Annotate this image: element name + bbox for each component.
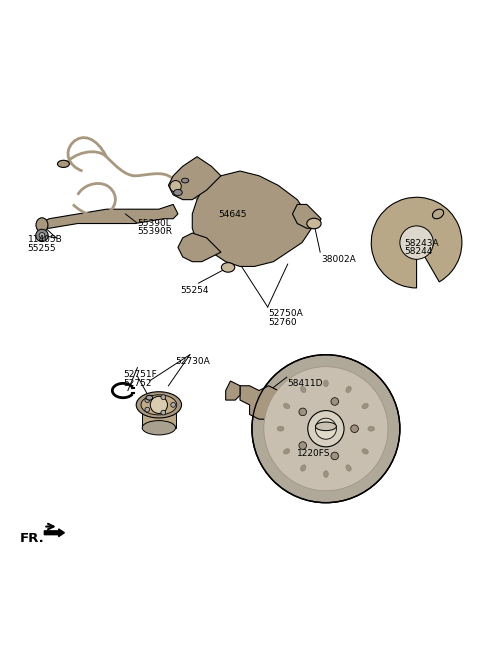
Ellipse shape xyxy=(277,426,284,431)
Text: 58411D: 58411D xyxy=(288,378,323,388)
Text: 11405B: 11405B xyxy=(28,235,62,244)
Ellipse shape xyxy=(36,217,48,232)
Circle shape xyxy=(400,226,433,260)
Ellipse shape xyxy=(346,386,351,393)
Ellipse shape xyxy=(324,380,328,387)
Text: 1220FS: 1220FS xyxy=(297,449,331,458)
Text: 55255: 55255 xyxy=(28,244,56,253)
Text: 52750A: 52750A xyxy=(269,309,303,319)
Text: 52760: 52760 xyxy=(269,318,297,327)
Polygon shape xyxy=(142,407,176,428)
Wedge shape xyxy=(371,197,462,288)
Circle shape xyxy=(308,411,344,447)
Ellipse shape xyxy=(362,403,368,409)
Circle shape xyxy=(331,397,338,405)
Circle shape xyxy=(299,442,307,449)
Ellipse shape xyxy=(221,263,235,272)
FancyArrow shape xyxy=(44,529,64,537)
Ellipse shape xyxy=(284,403,290,409)
Text: 52730A: 52730A xyxy=(176,357,210,366)
Text: 58243A: 58243A xyxy=(405,238,439,248)
Circle shape xyxy=(145,397,150,403)
Ellipse shape xyxy=(136,392,181,418)
Polygon shape xyxy=(292,204,321,228)
Ellipse shape xyxy=(141,395,177,415)
Ellipse shape xyxy=(346,465,351,471)
Text: 54645: 54645 xyxy=(218,210,247,219)
Ellipse shape xyxy=(307,218,321,229)
Text: 52752: 52752 xyxy=(123,378,152,388)
Circle shape xyxy=(161,410,166,415)
Ellipse shape xyxy=(146,396,153,400)
Circle shape xyxy=(36,229,48,242)
Ellipse shape xyxy=(284,449,290,454)
Circle shape xyxy=(161,395,166,399)
Circle shape xyxy=(252,355,400,503)
Text: 55390L: 55390L xyxy=(137,219,171,228)
Circle shape xyxy=(264,367,388,491)
Circle shape xyxy=(299,408,307,416)
Text: 55254: 55254 xyxy=(180,286,209,294)
Ellipse shape xyxy=(181,178,189,183)
Ellipse shape xyxy=(300,386,306,393)
Polygon shape xyxy=(168,157,221,200)
Text: FR.: FR. xyxy=(20,532,44,545)
Ellipse shape xyxy=(432,209,444,219)
Text: 52751F: 52751F xyxy=(123,370,157,379)
Circle shape xyxy=(171,403,176,407)
Ellipse shape xyxy=(315,422,336,430)
Ellipse shape xyxy=(142,420,176,435)
Polygon shape xyxy=(288,390,302,409)
Ellipse shape xyxy=(207,202,216,208)
Ellipse shape xyxy=(300,465,306,471)
Circle shape xyxy=(331,452,338,460)
Text: 55390R: 55390R xyxy=(137,227,172,237)
Ellipse shape xyxy=(324,470,328,478)
Circle shape xyxy=(351,425,359,432)
Ellipse shape xyxy=(368,426,374,431)
Text: 58244: 58244 xyxy=(405,248,433,256)
Circle shape xyxy=(145,407,150,412)
Ellipse shape xyxy=(174,189,182,196)
Ellipse shape xyxy=(58,160,70,168)
Text: 38002A: 38002A xyxy=(321,254,356,263)
Polygon shape xyxy=(178,233,221,261)
Circle shape xyxy=(170,181,181,192)
Circle shape xyxy=(39,233,45,238)
Polygon shape xyxy=(226,381,240,400)
Polygon shape xyxy=(192,171,312,267)
Circle shape xyxy=(315,419,336,440)
Polygon shape xyxy=(240,386,288,419)
Ellipse shape xyxy=(362,449,368,454)
Polygon shape xyxy=(39,204,178,228)
Circle shape xyxy=(150,396,168,413)
